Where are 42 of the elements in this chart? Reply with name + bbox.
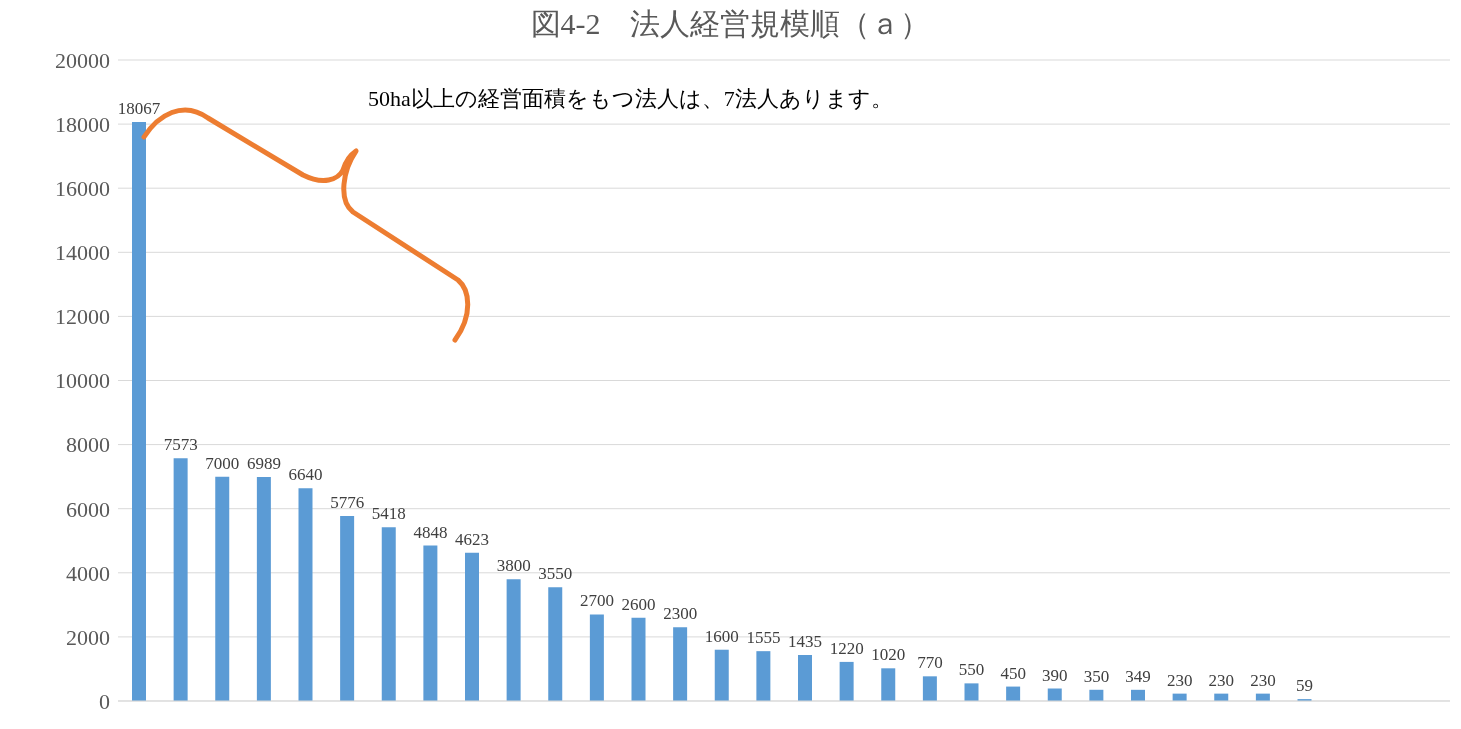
data-label: 5776 [330, 492, 365, 512]
y-tick-label: 4000 [66, 560, 110, 586]
data-label: 59 [1296, 676, 1313, 696]
data-label: 18067 [117, 98, 161, 118]
y-tick-label: 20000 [55, 47, 110, 73]
data-label: 3800 [496, 556, 531, 576]
data-label: 2600 [621, 594, 656, 614]
data-label: 230 [1208, 670, 1234, 690]
data-label: 1220 [829, 638, 864, 658]
data-label: 6640 [288, 465, 323, 485]
y-tick-label: 2000 [66, 624, 110, 650]
data-label: 350 [1083, 666, 1110, 686]
data-label: 230 [1250, 670, 1276, 690]
y-tick-label: 6000 [66, 496, 110, 522]
data-label: 390 [1042, 665, 1068, 685]
y-tick-label: 12000 [55, 304, 110, 330]
data-label: 4623 [455, 529, 489, 549]
y-tick-label: 0 [99, 688, 110, 714]
data-label: 1600 [704, 626, 739, 646]
data-label: 5418 [371, 504, 406, 524]
data-label: 1020 [871, 645, 906, 665]
data-label: 2300 [663, 604, 698, 624]
y-tick-label: 16000 [55, 176, 110, 202]
data-label: 1555 [746, 628, 781, 648]
data-label: 1435 [788, 632, 822, 652]
data-label: 770 [917, 653, 943, 673]
annotation: 50ha以上の経営面積をもつ法人は、7法人あります。 [368, 85, 893, 113]
data-label: 550 [958, 660, 985, 680]
y-tick-label: 8000 [66, 432, 110, 458]
data-label: 7573 [163, 435, 198, 455]
data-label: 450 [1000, 663, 1026, 683]
data-label: 7000 [205, 453, 240, 473]
data-label: 4848 [413, 522, 448, 542]
data-label: 2700 [579, 591, 614, 611]
chart-title: 図4-2 法人経営規模順（ａ） [529, 6, 932, 42]
data-label: 3550 [538, 564, 573, 584]
y-tick-label: 10000 [55, 368, 110, 394]
y-tick-label: 14000 [55, 240, 110, 266]
data-label: 6989 [246, 454, 281, 473]
data-label: 349 [1125, 666, 1151, 686]
y-tick-label: 18000 [55, 111, 110, 137]
data-label: 230 [1166, 670, 1193, 690]
